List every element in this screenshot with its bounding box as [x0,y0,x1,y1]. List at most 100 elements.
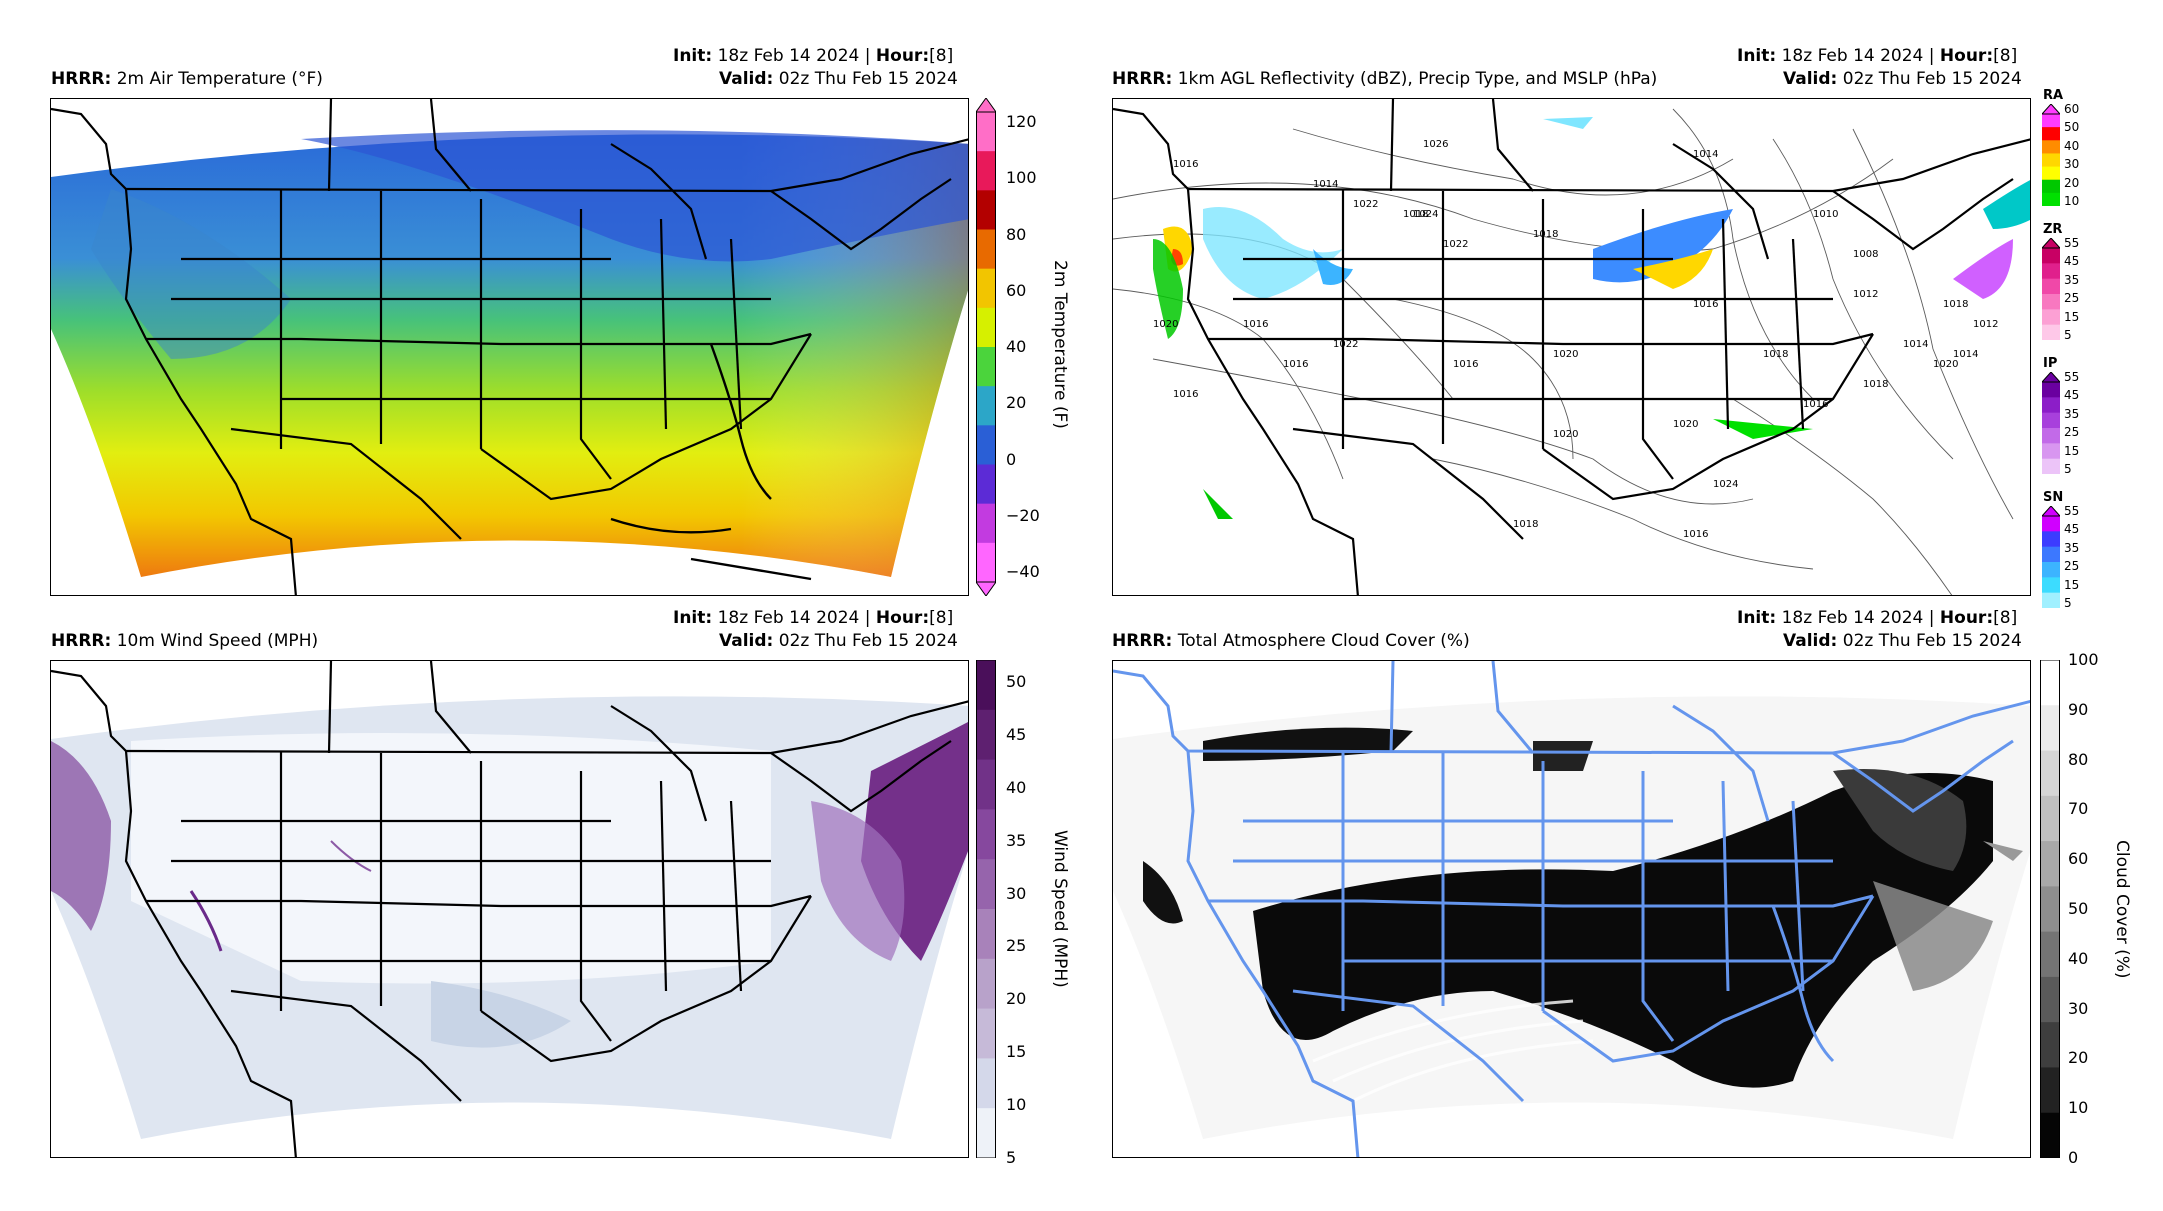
valid-line: Valid: 02z Thu Feb 15 2024 [719,69,958,89]
legend-tick: 55 [2064,504,2080,518]
legend-tick: 30 [2064,157,2080,172]
valid-line: Valid: 02z Thu Feb 15 2024 [1783,69,2022,89]
isobar-label: 1022 [1443,239,1469,250]
colorbar-tick-label: 20 [1006,393,1027,413]
legend-segment [2042,428,2060,444]
colorbar-tick-label: 0 [2068,1148,2079,1167]
isobar-label: 1008 [1853,249,1879,260]
init-line: Init: 18z Feb 14 2024 | Hour:[8] [1737,46,2018,66]
isobar-label: 1022 [1353,199,1379,210]
legend-tick: 20 [2064,175,2080,190]
legend-segment [2042,140,2060,154]
legend-tick: 55 [2064,370,2080,384]
isobar-label: 1018 [1513,519,1539,530]
colorbar-tick-label: 10 [2068,1098,2089,1118]
init-line: Init: 18z Feb 14 2024 | Hour:[8] [1737,608,2018,628]
legend-segment [2042,166,2060,181]
legend-tick: 15 [2064,309,2080,324]
colorbar-segment [976,386,996,426]
colorbar-segment [2040,886,2060,933]
colorbar-segment [976,759,996,810]
colorbar-tick-label: 30 [1006,883,1027,903]
legend-tick: 25 [2064,559,2080,574]
isobar-label: 1016 [1173,389,1199,400]
legend-colorbar [2042,372,2060,474]
colorbar-segment [976,268,996,309]
isobar-label: 1016 [1243,319,1269,330]
colorbar-segment [976,909,996,960]
colorbar-tick-label: 40 [1006,777,1027,797]
colorbar-segment [2040,1067,2060,1114]
colorbar-segment [976,307,996,348]
colorbar-tick-label: 40 [2068,948,2089,968]
legend-tick: 55 [2064,236,2080,250]
colorbar-tick-label: 50 [2068,899,2089,918]
legend-segment [2042,412,2060,429]
legend-tick: 5 [2064,328,2072,342]
init-line: Init: 18z Feb 14 2024 | Hour:[8] [673,608,954,628]
legend-colorbar [2042,506,2060,608]
colorbar-segment [2040,1022,2060,1068]
panel-title: HRRR: 10m Wind Speed (MPH) [51,631,319,651]
legend-segment [2042,443,2060,460]
temperature-colorbar-label: 2m Temperature (F) [1050,260,1070,429]
legend-segment [2042,324,2060,340]
legend-segment [2042,248,2060,264]
legend-heading: IP [2043,356,2058,371]
colorbar-tick-label: 100 [2068,650,2099,669]
colorbar-tick-label: 45 [1006,724,1027,744]
colorbar-tick-label: 50 [1006,672,1027,691]
colorbar-tick-label: −20 [1006,505,1040,525]
colorbar-segment [976,464,996,505]
isobar-label: 1020 [1153,319,1179,330]
legend-tick: 25 [2064,425,2080,440]
colorbar-bottom-arrow [975,581,997,597]
colorbar-tick-label: 70 [2068,799,2089,819]
colorbar-segment [976,151,996,191]
isobar-label: 1014 [1693,149,1719,160]
valid-line: Valid: 02z Thu Feb 15 2024 [1783,631,2022,651]
wind-map [50,660,969,1158]
colorbar-tick-label: 120 [1006,112,1037,131]
legend-segment [2042,278,2060,295]
legend-tick: 35 [2064,540,2080,555]
colorbar-segment [976,425,996,465]
colorbar-tick-label: 60 [1006,280,1027,300]
legend-tick: 10 [2064,194,2080,208]
isobar-label: 1016 [1453,359,1479,370]
temperature-colorbar [975,97,997,600]
isobar-label: 1012 [1853,289,1879,300]
colorbar-tick-label: 0 [1006,449,1017,469]
colorbar-segment [2040,976,2060,1023]
isobar-label: 1024 [1713,479,1739,490]
isobar-label: 1016 [1173,159,1199,170]
state-borders [1113,661,2030,1157]
colorbar-tick-label: 30 [2068,998,2089,1018]
isobar-label: 1020 [1553,349,1579,360]
state-borders [51,99,968,595]
isobar-label: 1022 [1333,339,1359,350]
colorbar-segment [2040,841,2060,887]
legend-tick: 25 [2064,291,2080,306]
legend-segment [2042,458,2060,474]
isobar-label: 1018 [1863,379,1889,390]
legend-tick: 35 [2064,406,2080,421]
legend-segment [2042,592,2060,608]
legend-colorbar [2042,238,2060,340]
isobar-label: 1016 [1683,529,1709,540]
colorbar-tick-label: 35 [1006,830,1027,850]
legend-segment [2042,309,2060,326]
legend-segment [2042,114,2060,128]
colorbar-tick-label: 80 [2068,749,2089,769]
legend-segment [2042,153,2060,168]
legend-colorbar [2042,104,2060,206]
colorbar-segment [976,112,996,152]
wind-colorbar-label: Wind Speed (MPH) [1050,830,1070,988]
legend-segment [2042,192,2060,206]
isobar-label: 1016 [1693,299,1719,310]
colorbar-segment [976,1058,996,1109]
isobar-label: 1024 [1413,209,1439,220]
legend-segment [2042,294,2060,310]
legend-tick: 15 [2064,577,2080,592]
isobar-label: 1026 [1423,139,1449,150]
